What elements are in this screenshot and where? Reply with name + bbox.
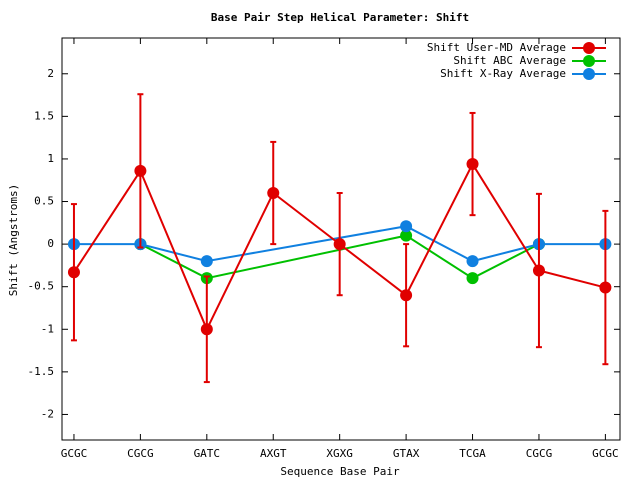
point — [599, 281, 612, 294]
x-tick-label: GCGC — [592, 447, 619, 460]
point — [67, 266, 80, 279]
y-axis-label: Shift (Angstroms) — [7, 184, 20, 297]
x-tick-label: GATC — [194, 447, 221, 460]
y-tick-label: 0 — [47, 237, 54, 250]
point — [466, 272, 479, 285]
legend-marker — [583, 42, 595, 54]
point — [200, 255, 213, 268]
y-tick-label: -0.5 — [28, 280, 55, 293]
x-tick-label: GCGC — [61, 447, 88, 460]
y-tick-label: -1.5 — [28, 365, 55, 378]
x-tick-label: AXGT — [260, 447, 287, 460]
point — [532, 264, 545, 277]
point — [466, 158, 479, 171]
plot-border — [61, 37, 621, 441]
point — [333, 238, 346, 251]
point — [400, 289, 413, 302]
legend-label: Shift X-Ray Average — [440, 67, 566, 80]
y-tick-label: 2 — [47, 67, 54, 80]
x-tick-label: CGCG — [526, 447, 553, 460]
point — [466, 255, 479, 268]
y-tick-label: -1 — [41, 322, 54, 335]
chart-title: Base Pair Step Helical Parameter: Shift — [211, 11, 469, 24]
y-tick-label: 0.5 — [34, 195, 54, 208]
point — [400, 229, 413, 242]
x-tick-label: CGCG — [127, 447, 154, 460]
x-tick-label: GTAX — [393, 447, 420, 460]
x-tick-label: XGXG — [326, 447, 353, 460]
x-axis-label: Sequence Base Pair — [280, 465, 400, 478]
y-tick-label: 1.5 — [34, 109, 54, 122]
y-tick-label: -2 — [41, 407, 54, 420]
point — [267, 187, 280, 200]
legend-marker — [583, 68, 595, 80]
y-tick-label: 1 — [47, 152, 54, 165]
legend-label: Shift User-MD Average — [427, 41, 566, 54]
legend-label: Shift ABC Average — [453, 54, 566, 67]
x-tick-label: TCGA — [459, 447, 486, 460]
point — [400, 220, 413, 233]
point — [134, 164, 147, 177]
legend-marker — [583, 55, 595, 67]
point — [200, 323, 213, 336]
